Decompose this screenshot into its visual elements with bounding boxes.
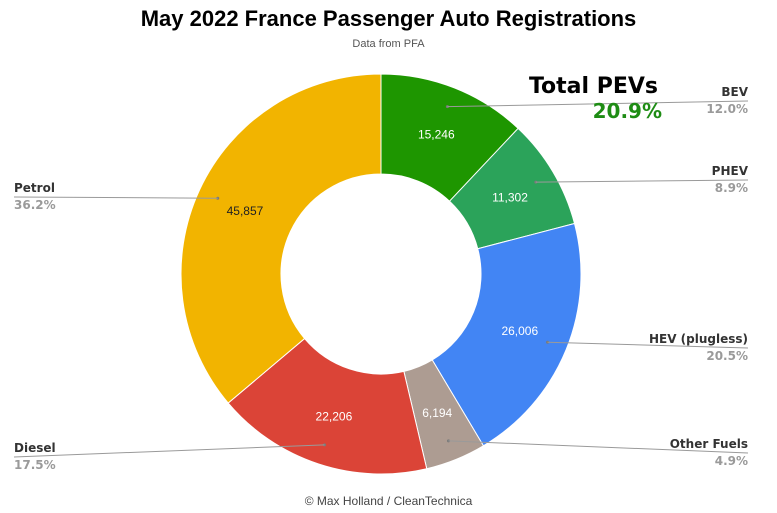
category-label-bev: BEV [721,85,748,99]
total-pevs-callout-title: Total PEVs [528,74,658,99]
leader-line-bev [447,100,749,108]
leader-lines [13,100,749,458]
value-label-phev: 11,302 [492,190,528,204]
category-label-other-fuels: Other Fuels [670,437,748,451]
leader-line-other-fuels [448,440,749,454]
leader-line-hev-plugless [547,341,749,349]
value-label-other-fuels: 6,194 [422,406,452,420]
percent-label-diesel: 17.5% [14,458,56,472]
percent-label-other-fuels: 4.9% [715,454,748,468]
percent-label-phev: 8.9% [715,181,748,195]
category-label-phev: PHEV [712,164,749,178]
category-label-diesel: Diesel [14,441,56,455]
slice-diesel [227,337,428,475]
value-label-hev-plugless: 26,006 [501,324,538,338]
leader-line-petrol [13,196,218,199]
category-labels: BEV 12.0% PHEV 8.9% HEV (plugless) 20.5% Other… [14,85,749,472]
chart-subtitle: Data from PFA [352,38,425,50]
leader-line-diesel [13,444,325,458]
percent-label-bev: 12.0% [706,102,748,116]
value-label-bev: 15,246 [418,128,455,142]
category-label-petrol: Petrol [14,181,55,195]
slice-petrol [180,73,382,404]
value-label-diesel: 22,206 [316,409,353,423]
donut-slices [180,73,582,475]
leader-line-phev [535,179,749,183]
percent-label-hev-plugless: 20.5% [706,349,748,363]
value-label-petrol: 45,857 [227,204,264,218]
value-labels: 15,246 11,302 26,006 6,194 22,206 45,857 [227,128,539,424]
category-label-hev-plugless: HEV (plugless) [649,332,748,346]
chart-credit: © Max Holland / CleanTechnica [304,494,473,508]
percent-label-petrol: 36.2% [14,198,56,212]
chart-title: May 2022 France Passenger Auto Registrat… [140,6,637,31]
slice-hev-plugless [431,222,582,447]
total-pevs-callout-value: 20.9% [592,99,662,123]
